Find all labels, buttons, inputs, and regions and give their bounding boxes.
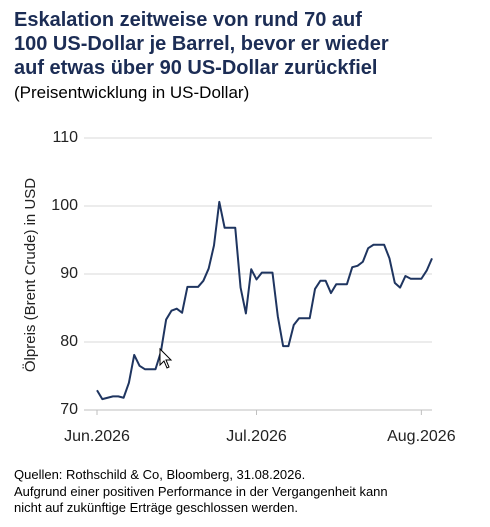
y-tick-label: 90 xyxy=(60,265,78,282)
x-tick-label: Aug.2026 xyxy=(387,428,456,445)
x-tick-label: Jun.2026 xyxy=(64,428,130,445)
footer-line: Aufgrund einer positiven Performance in … xyxy=(14,484,388,499)
mouse-cursor xyxy=(159,347,173,369)
y-axis-label: Ölpreis (Brent Crude) in USD xyxy=(21,178,39,372)
y-tick-label: 110 xyxy=(52,129,78,146)
plot-area: 70 80 90 100 110 Jun.2026 Jul.2026 Aug.2026 xyxy=(51,129,455,445)
price-line xyxy=(96,200,433,401)
chart-title-line: 100 US-Dollar je Barrel, bevor er wieder xyxy=(14,33,389,55)
y-tick-label: 100 xyxy=(51,197,78,214)
chart-title-line: Eskalation zeitweise von rund 70 auf xyxy=(14,9,362,31)
footer-line: Quellen: Rothschild & Co, Bloomberg, 31.… xyxy=(14,467,305,482)
chart-title-line: auf etwas über 90 US-Dollar zurückfiel xyxy=(14,57,377,79)
footer-line: nicht auf zukünftige Erträge geschlossen… xyxy=(14,500,298,515)
y-tick-label: 70 xyxy=(60,401,78,418)
y-tick-label: 80 xyxy=(60,333,78,350)
x-tick-label: Jul.2026 xyxy=(226,428,287,445)
chart-subtitle: (Preisentwicklung in US-Dollar) xyxy=(14,83,249,102)
